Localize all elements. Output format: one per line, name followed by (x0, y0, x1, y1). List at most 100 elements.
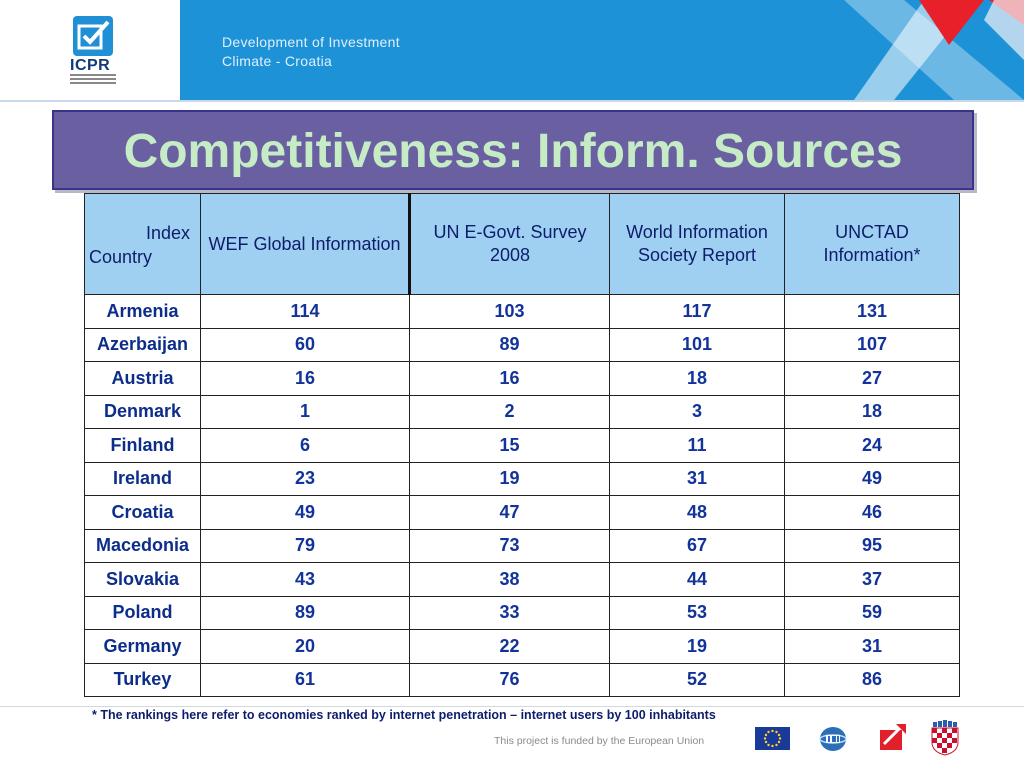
rank-cell: 89 (200, 595, 410, 630)
project-title-line1: Development of Investment (222, 34, 400, 50)
rank-cell: 22 (409, 629, 610, 664)
project-title-line2: Climate - Croatia (222, 53, 333, 69)
table-header-row: Index Country WEF Global Information UN … (84, 193, 960, 295)
rank-cell: 20 (200, 629, 410, 664)
corner-country-label: Country (89, 247, 153, 267)
country-cell: Croatia (84, 495, 201, 530)
table-row: Azerbaijan 60 89 101 107 (84, 327, 960, 362)
table-row: Armenia 114 103 117 131 (84, 294, 960, 329)
country-cell: Denmark (84, 394, 201, 429)
rank-cell: 43 (200, 562, 410, 597)
rank-cell: 19 (409, 461, 610, 496)
country-cell: Finland (84, 428, 201, 463)
rank-cell: 6 (200, 428, 410, 463)
idi-logo-icon (818, 725, 848, 753)
country-cell: Austria (84, 361, 201, 396)
rank-cell: 95 (784, 528, 960, 563)
table-row: Macedonia 79 73 67 95 (84, 528, 960, 563)
column-header: WEF Global Information (200, 193, 411, 295)
table-row: Ireland 23 19 31 49 (84, 461, 960, 496)
footer-rule (0, 706, 1024, 707)
rank-cell: 46 (784, 495, 960, 530)
rank-cell: 53 (609, 595, 785, 630)
rank-cell: 60 (200, 327, 410, 362)
country-cell: Slovakia (84, 562, 201, 597)
column-header: UNCTAD Information* (784, 193, 960, 295)
country-cell: Turkey (84, 662, 201, 697)
rank-cell: 52 (609, 662, 785, 697)
rank-cell: 59 (784, 595, 960, 630)
rank-cell: 24 (784, 428, 960, 463)
croatia-coat-of-arms-icon (930, 720, 960, 756)
rank-cell: 103 (409, 294, 610, 329)
table-row: Poland 89 33 53 59 (84, 595, 960, 630)
table-row: Austria 16 16 18 27 (84, 361, 960, 396)
logo-area: ICPR (0, 0, 180, 100)
footnote: * The rankings here refer to economies r… (92, 708, 716, 722)
rank-cell: 1 (200, 394, 410, 429)
logo-tagline-decoration (70, 74, 116, 84)
rank-cell: 44 (609, 562, 785, 597)
rank-cell: 31 (784, 629, 960, 664)
rank-cell: 23 (200, 461, 410, 496)
funding-note: This project is funded by the European U… (494, 735, 705, 747)
rank-cell: 107 (784, 327, 960, 362)
table-row: Slovakia 43 38 44 37 (84, 562, 960, 597)
rank-cell: 18 (784, 394, 960, 429)
column-header: UN E-Govt. Survey 2008 (409, 193, 610, 295)
header-rule (0, 100, 1024, 102)
table-row: Croatia 49 47 48 46 (84, 495, 960, 530)
table-row: Finland 6 15 11 24 (84, 428, 960, 463)
header-band: Development of Investment Climate - Croa… (180, 0, 1024, 100)
rank-cell: 16 (409, 361, 610, 396)
country-cell: Poland (84, 595, 201, 630)
rank-cell: 27 (784, 361, 960, 396)
table-corner-cell: Index Country (84, 193, 201, 295)
rank-cell: 114 (200, 294, 410, 329)
rank-cell: 18 (609, 361, 785, 396)
rank-cell: 76 (409, 662, 610, 697)
table-row: Germany 20 22 19 31 (84, 629, 960, 664)
country-cell: Azerbaijan (84, 327, 201, 362)
rank-cell: 38 (409, 562, 610, 597)
rank-cell: 73 (409, 528, 610, 563)
rank-cell: 48 (609, 495, 785, 530)
rank-cell: 15 (409, 428, 610, 463)
header: ICPR Development of Investment Climate -… (0, 0, 1024, 102)
rank-cell: 3 (609, 394, 785, 429)
rank-cell: 31 (609, 461, 785, 496)
rank-cell: 86 (784, 662, 960, 697)
rank-cell: 67 (609, 528, 785, 563)
slide-title: Competitiveness: Inform. Sources (123, 125, 903, 178)
rank-cell: 47 (409, 495, 610, 530)
eu-flag-icon (755, 727, 790, 750)
icpr-logo-icon (73, 16, 113, 56)
slide-title-box: Competitiveness: Inform. Sources (52, 110, 974, 190)
country-cell: Armenia (84, 294, 201, 329)
rank-cell: 19 (609, 629, 785, 664)
rank-cell: 131 (784, 294, 960, 329)
rank-cell: 61 (200, 662, 410, 697)
rank-cell: 2 (409, 394, 610, 429)
logo-text: ICPR (70, 57, 111, 74)
country-cell: Macedonia (84, 528, 201, 563)
column-header: World Information Society Report (609, 193, 785, 295)
corner-index-label: Index (145, 223, 190, 243)
table-row: Turkey 61 76 52 86 (84, 662, 960, 697)
table-row: Denmark 1 2 3 18 (84, 394, 960, 429)
rank-cell: 11 (609, 428, 785, 463)
rank-cell: 101 (609, 327, 785, 362)
rank-cell: 49 (784, 461, 960, 496)
rank-cell: 79 (200, 528, 410, 563)
country-cell: Ireland (84, 461, 201, 496)
project-title: Development of Investment Climate - Croa… (222, 33, 400, 71)
agency-logo-icon (878, 722, 908, 752)
rank-cell: 89 (409, 327, 610, 362)
rank-cell: 16 (200, 361, 410, 396)
rank-cell: 117 (609, 294, 785, 329)
rankings-table: Index Country WEF Global Information UN … (84, 193, 960, 697)
rank-cell: 33 (409, 595, 610, 630)
table-body: Armenia 114 103 117 131 Azerbaijan 60 89 101 107 A… (84, 294, 960, 697)
rank-cell: 49 (200, 495, 410, 530)
rank-cell: 37 (784, 562, 960, 597)
